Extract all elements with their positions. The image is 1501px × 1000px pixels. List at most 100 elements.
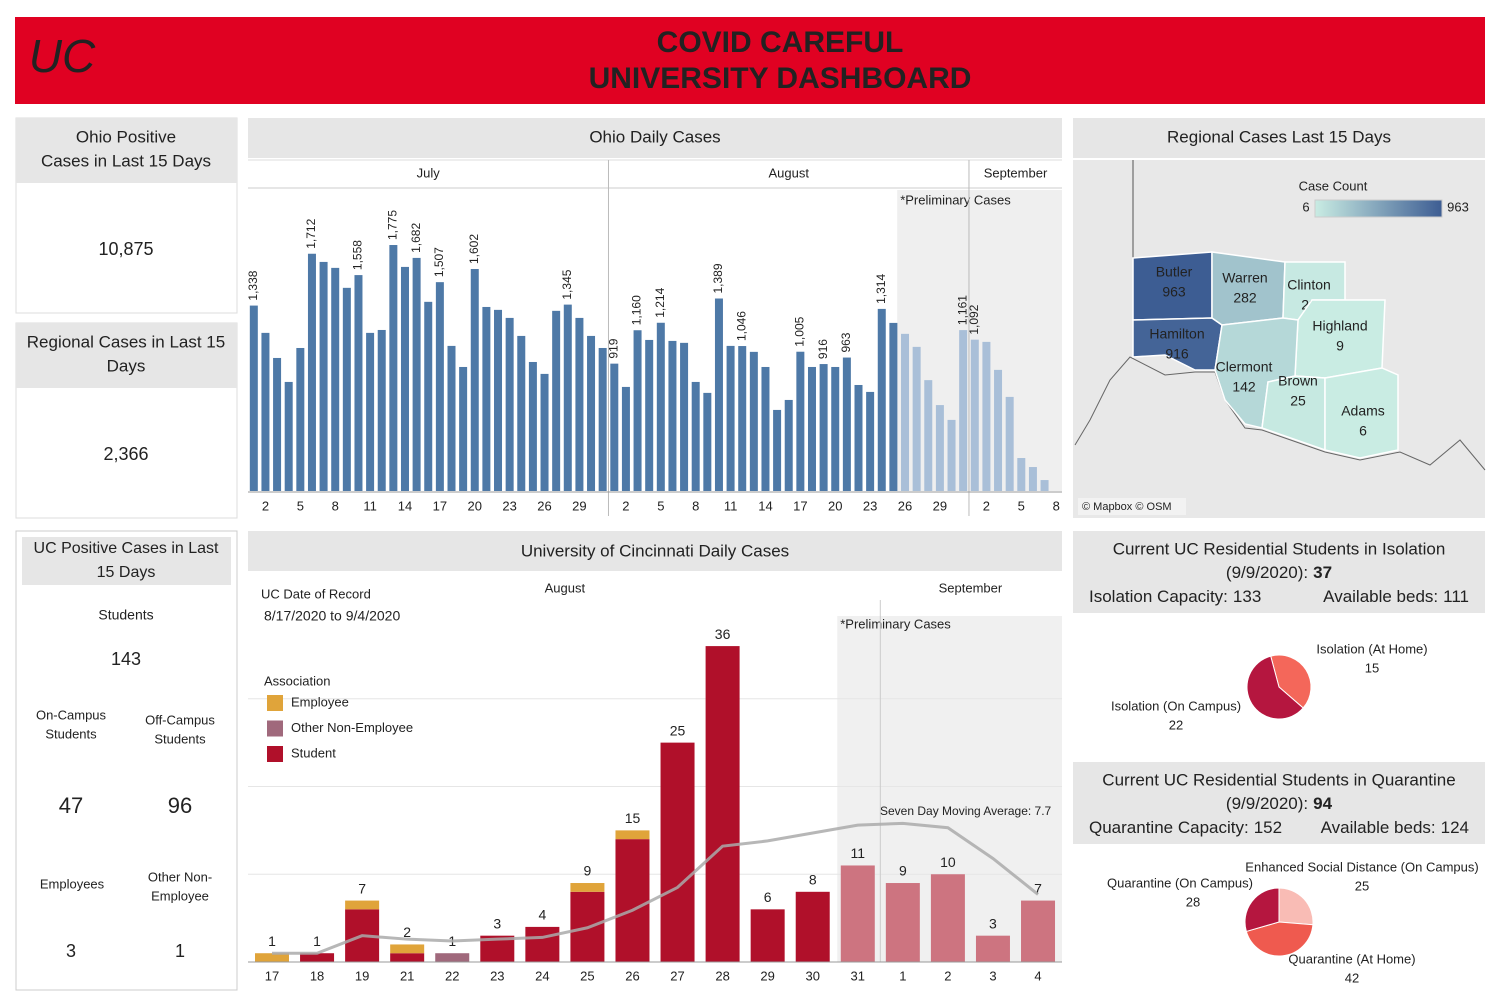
x-tick-label: 25 [580, 968, 594, 983]
bar [587, 335, 596, 491]
value-label: 1,314 [874, 274, 888, 304]
x-tick-label: 4 [1034, 968, 1041, 983]
bar [505, 317, 514, 491]
pie-slice [1278, 887, 1314, 926]
bar-segment [705, 646, 740, 962]
bar [656, 322, 665, 491]
x-tick-label: 29 [760, 968, 774, 983]
legend-gradient [1314, 199, 1443, 218]
label: On-Campus [36, 707, 107, 722]
bar-segment [660, 742, 695, 962]
date: (9/9/2020): [1226, 563, 1308, 582]
value-label: 1,338 [246, 270, 260, 300]
panel-header [16, 118, 237, 183]
bar-segment [570, 883, 605, 892]
x-tick-label: 30 [805, 968, 819, 983]
bar-segment [615, 830, 650, 840]
slice-value: 25 [1355, 878, 1369, 893]
x-tick-label: 11 [363, 498, 377, 513]
preliminary-label: *Preliminary Cases [840, 616, 951, 631]
legend-swatch [267, 695, 283, 711]
bar [273, 357, 282, 491]
x-tick-label: 2 [262, 498, 269, 513]
count: 37 [1313, 563, 1332, 582]
bar-segment [975, 935, 1010, 962]
value-label: 919 [606, 338, 620, 358]
x-tick-label: 11 [724, 498, 738, 513]
legend-min: 6 [1302, 199, 1309, 214]
x-tick-label: 22 [445, 968, 459, 983]
bar [447, 345, 456, 491]
county-value: 25 [1290, 393, 1306, 409]
panel-title: Regional Cases Last 15 Days [1167, 127, 1391, 146]
panel-header [1073, 531, 1485, 613]
kpi-value: 3 [66, 941, 76, 961]
bar-segment [885, 883, 920, 962]
bar-segment [795, 891, 830, 962]
panel-title: Current UC Residential Students in Quara… [1102, 770, 1455, 789]
bar [645, 339, 654, 491]
bar [714, 298, 723, 491]
x-tick-label: 2 [983, 498, 990, 513]
value-label: 1,602 [467, 234, 481, 264]
x-tick-label: 26 [537, 498, 551, 513]
total-label: 4 [538, 907, 546, 923]
bar-segment [390, 953, 425, 962]
total-label: 8 [809, 872, 817, 888]
bar [331, 267, 340, 491]
bar [703, 392, 712, 491]
x-tick-label: 20 [828, 498, 842, 513]
title: COVID CAREFUL [657, 26, 904, 59]
county [1211, 251, 1286, 326]
total-label: 7 [358, 880, 366, 896]
bar-segment [840, 865, 875, 962]
bar [482, 306, 491, 491]
bar [307, 253, 316, 491]
total-label: 1 [268, 933, 276, 949]
bar [668, 340, 677, 491]
logo: UC [29, 30, 96, 82]
kpi-value: 96 [168, 793, 192, 818]
county-name: Clinton [1287, 277, 1331, 293]
bar [412, 257, 421, 491]
header-bar [15, 17, 1485, 104]
legend-label: Other Non-Employee [291, 720, 413, 735]
value-label: 1,214 [653, 287, 667, 317]
bar [982, 341, 991, 491]
bar [261, 332, 270, 491]
value-label: 1,775 [386, 210, 400, 240]
x-tick-label: 3 [989, 968, 996, 983]
total-label: 11 [851, 845, 866, 861]
kpi-title: UC Positive Cases in Last [34, 540, 220, 557]
bar [1040, 480, 1049, 491]
capacity-value: 152 [1254, 818, 1282, 837]
date: (9/9/2020): [1226, 794, 1308, 813]
bar-segment [525, 926, 560, 962]
x-tick-label: 2 [944, 968, 951, 983]
kpi-title: Days [107, 356, 146, 375]
panel-header [248, 531, 1062, 571]
bar [994, 369, 1003, 491]
chart-title: Ohio Daily Cases [589, 127, 720, 146]
bar [1028, 467, 1037, 491]
x-tick-label: 23 [863, 498, 877, 513]
month-label: August [545, 580, 586, 595]
kpi-panel [15, 530, 238, 991]
county-value: 6 [1359, 423, 1367, 439]
capacity-value: 133 [1233, 587, 1261, 606]
x-tick-label: 8 [692, 498, 699, 513]
bar [947, 419, 956, 491]
bar [842, 357, 851, 491]
bar-segment [345, 900, 380, 910]
legend-label: Employee [291, 694, 349, 709]
bar [680, 342, 689, 491]
value-label: 1,161 [955, 295, 969, 325]
capacity: Isolation Capacity: 133 [1089, 587, 1261, 606]
title: UNIVERSITY DASHBOARD [589, 62, 972, 95]
beds: Available beds: 111 [1323, 587, 1469, 606]
legend-swatch [267, 746, 283, 762]
county-name: Clermont [1216, 359, 1273, 375]
label: Students [154, 731, 206, 746]
